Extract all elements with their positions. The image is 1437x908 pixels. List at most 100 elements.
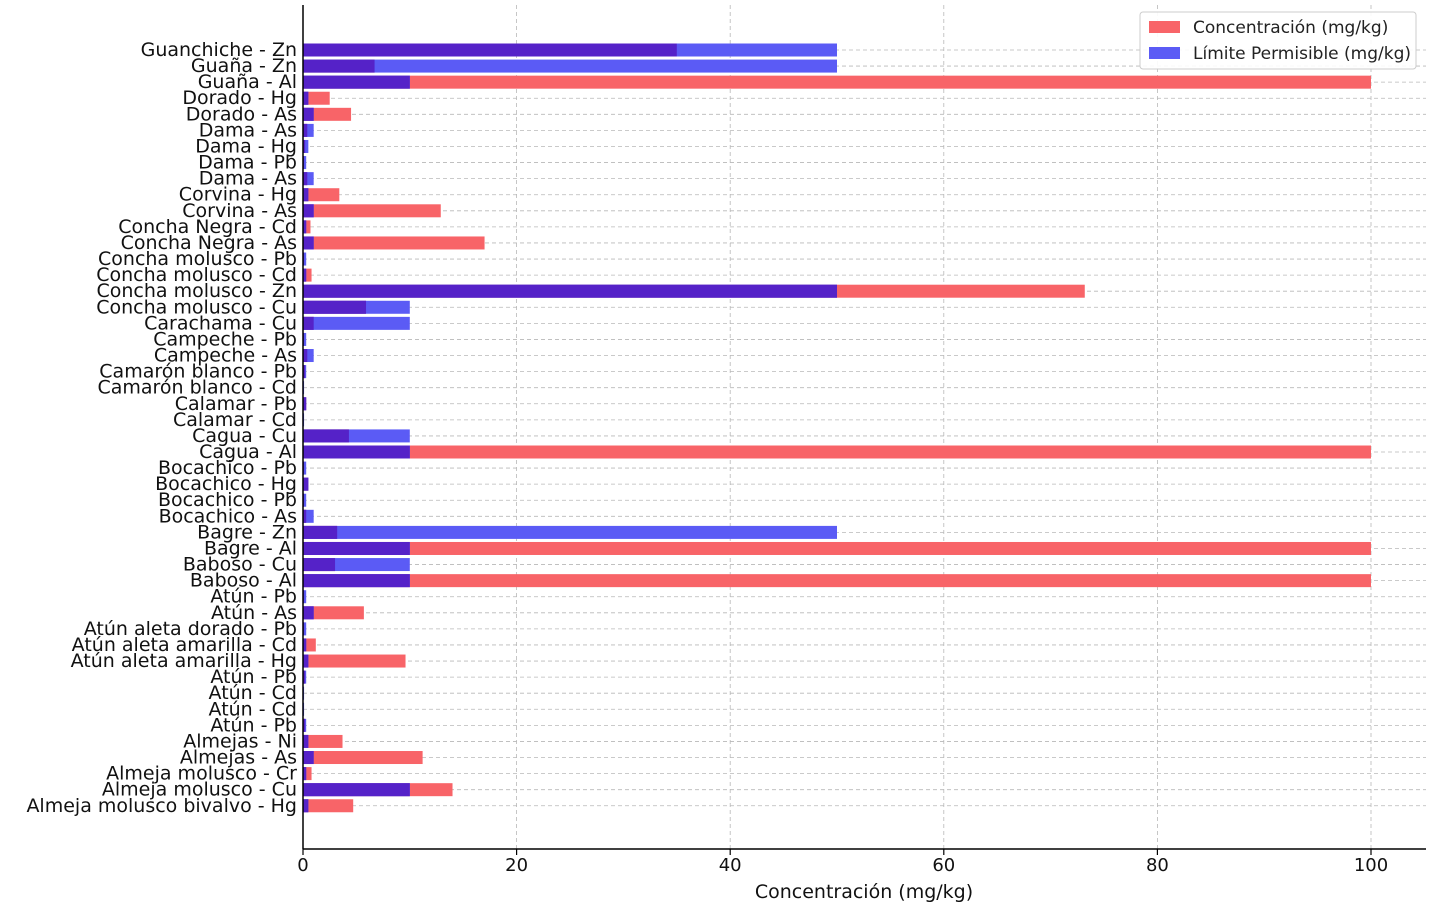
legend: Concentración (mg/kg) Límite Permisible … [1139, 11, 1417, 70]
bar-overlap [303, 91, 309, 105]
bar-limite-permisible [303, 525, 837, 539]
y-tick-label: Corvina - Hg [179, 184, 297, 206]
y-tick-label: Concha molusco - Cu [96, 296, 297, 318]
bar-overlap [303, 123, 308, 137]
legend-swatch-limite-permisible [1149, 47, 1180, 59]
bar-concentracion [303, 236, 485, 250]
y-tick-label: Guaña - Zn [191, 55, 297, 77]
bar-concentracion [303, 541, 1371, 555]
x-tick-label: 80 [1146, 855, 1169, 876]
legend-box [1139, 11, 1417, 70]
bar-overlap [303, 574, 410, 588]
y-tick-label: Atún - Cd [209, 698, 297, 720]
y-tick-label: Bocachico - Pb [158, 489, 297, 511]
y-tick-label: Bocachico - Pb [158, 457, 297, 479]
x-axis-title: Concentración (mg/kg) [755, 881, 973, 903]
y-tick-label: Dama - As [199, 168, 297, 190]
y-tick-label: Atún aleta amarilla - Hg [71, 650, 297, 672]
y-tick-label: Almeja molusco - Cr [106, 763, 297, 785]
grid-lines [302, 5, 1426, 849]
bar-concentracion [303, 220, 311, 234]
bar-overlap [303, 172, 308, 186]
bar-overlap [303, 139, 306, 153]
y-tick-label: Concha Negra - As [121, 232, 297, 254]
y-tick-label: Almeja molusco - Cu [102, 779, 297, 801]
bar-concentracion [303, 268, 312, 282]
bar-overlap [303, 477, 309, 491]
bar-overlap [303, 751, 314, 765]
y-tick-label: Almejas - Ni [183, 730, 297, 752]
bar-concentracion [303, 654, 406, 668]
x-tick-label: 100 [1354, 855, 1388, 876]
bar-concentracion [303, 91, 330, 105]
y-tick-label: Atún - Pb [210, 666, 297, 688]
bar-overlap [303, 767, 307, 781]
y-tick-label: Baboso - Al [190, 570, 297, 592]
y-tick-label: Campeche - Pb [153, 328, 297, 350]
bar-overlap [303, 284, 837, 298]
bar-overlap [303, 638, 307, 652]
bar-overlap [303, 606, 314, 620]
bar-limite-permisible [303, 461, 307, 475]
y-tick-label: Bagre - Al [204, 537, 297, 559]
bar-limite-permisible [303, 316, 410, 330]
bar-limite-permisible [303, 123, 314, 137]
y-tick-label: Atún aleta amarilla - Cd [72, 634, 297, 656]
bar-overlap [303, 525, 338, 539]
bar-overlap [303, 734, 309, 748]
bar-concentracion [303, 574, 1371, 588]
y-tick-label: Camarón blanco - Cd [97, 377, 297, 399]
bar-overlap [303, 509, 307, 523]
y-tick-label: Dama - Hg [195, 135, 297, 157]
y-tick-label: Carachama - Cu [144, 312, 297, 334]
bar-overlap [303, 349, 308, 363]
bar-concentracion [303, 799, 354, 813]
bar-concentracion [303, 188, 340, 202]
bar-limite-permisible [303, 139, 309, 153]
bar-limite-permisible [303, 349, 314, 363]
y-tick-label: Concha molusco - Cd [96, 264, 297, 286]
y-tick-label: Dorado - Hg [182, 87, 297, 109]
legend-label-concentracion: Concentración (mg/kg) [1193, 18, 1388, 38]
bar-limite-permisible [303, 172, 314, 186]
bar-concentracion [303, 204, 441, 218]
bar-concentracion [303, 751, 423, 765]
bar-overlap [303, 541, 410, 555]
legend-label-limite-permisible: Límite Permisible (mg/kg) [1193, 44, 1411, 64]
axes [302, 5, 1426, 850]
y-tick-label: Calamar - Cd [173, 409, 297, 431]
bar-overlap [303, 300, 367, 314]
bar-overlap [303, 220, 307, 234]
y-tick-label: Calamar - Pb [175, 393, 297, 415]
bar-limite-permisible [303, 59, 837, 73]
y-tick-label: Bocachico - As [159, 505, 297, 527]
bar-overlap [303, 445, 410, 459]
y-tick-label: Atún - As [211, 602, 297, 624]
bar-overlap [303, 670, 306, 684]
y-tick-label: Guaña - Al [198, 71, 297, 93]
bar-overlap [303, 204, 314, 218]
y-tick-label: Camarón blanco - Pb [99, 361, 297, 383]
bar-overlap [303, 43, 677, 57]
bar-limite-permisible [303, 622, 307, 636]
y-tick-label: Dama - As [199, 119, 297, 141]
bar-concentracion [303, 606, 364, 620]
y-tick-label: Baboso - Cu [183, 554, 297, 576]
bar-concentracion [303, 734, 343, 748]
y-tick-label: Concha molusco - Pb [98, 248, 297, 270]
bar-limite-permisible [303, 332, 307, 346]
y-tick-label: Almeja molusco bivalvo - Hg [26, 795, 297, 817]
x-tick-label: 0 [297, 855, 308, 876]
bar-overlap [303, 558, 336, 572]
bar-overlap [303, 654, 309, 668]
bar-overlap [303, 107, 314, 121]
y-tick-label: Corvina - As [182, 200, 297, 222]
y-tick-label: Dorado - As [186, 103, 297, 125]
bar-overlap [303, 365, 306, 379]
bar-overlap [303, 236, 314, 250]
y-tick-label: Campeche - As [154, 345, 297, 367]
bar-overlap [303, 75, 410, 89]
y-tick-label: Atún - Pb [210, 586, 297, 608]
bar-limite-permisible [303, 156, 307, 170]
